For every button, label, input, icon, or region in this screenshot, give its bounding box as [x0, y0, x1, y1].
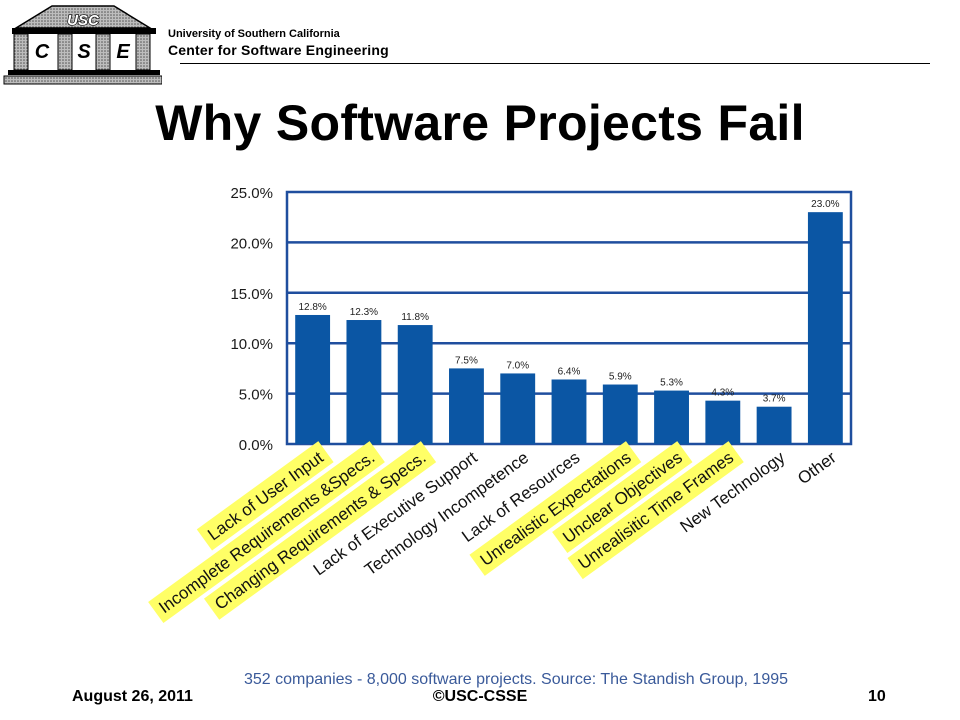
bar-value-label: 12.3% — [350, 307, 378, 318]
bar — [551, 379, 587, 444]
bar-value-label: 6.4% — [558, 366, 581, 377]
y-tick-label: 15.0% — [230, 286, 273, 303]
bar-value-label: 12.8% — [298, 302, 326, 313]
category-highlight — [567, 441, 744, 580]
bar — [449, 368, 484, 444]
bar-value-label: 5.3% — [660, 378, 683, 389]
logo-usc-text: USC — [67, 12, 100, 29]
y-tick-label: 10.0% — [230, 336, 273, 353]
bar-value-label: 23.0% — [811, 199, 839, 210]
header-divider — [180, 63, 930, 64]
bar — [756, 406, 792, 444]
bar-value-label: 11.8% — [401, 312, 429, 323]
y-tick-label: 25.0% — [230, 185, 273, 202]
university-name: University of Southern California — [168, 28, 340, 40]
y-tick-label: 5.0% — [239, 387, 273, 404]
category-label: Other — [794, 448, 840, 489]
slide-title: Why Software Projects Fail — [155, 95, 805, 151]
page-number: 10 — [868, 688, 886, 705]
y-axis-ticks: 0.0% 5.0% 10.0% 15.0% 20.0% 25.0% — [230, 185, 273, 454]
logo-letter-e: E — [116, 41, 130, 63]
bar — [346, 320, 382, 444]
bar-value-label: 4.3% — [711, 388, 734, 399]
bar-value-label: 7.0% — [506, 360, 529, 371]
category-text: Changing Requirements & Specs. — [211, 448, 429, 614]
category-highlight — [469, 441, 642, 576]
category-highlight — [552, 441, 693, 554]
footer-copyright: ©USC-CSSE — [432, 688, 528, 705]
bar — [295, 314, 331, 444]
bar-value-label: 5.9% — [609, 372, 632, 383]
usc-cse-logo: USC C S E — [3, 5, 162, 85]
category-label: Incomplete Requirements &Specs. — [148, 441, 385, 624]
y-tick-label: 20.0% — [230, 235, 273, 252]
bar — [705, 400, 741, 444]
category-text: Other — [794, 448, 840, 489]
category-highlight — [196, 441, 334, 551]
footer-date: August 26, 2011 — [72, 688, 193, 705]
category-text: Incomplete Requirements &Specs. — [155, 448, 378, 617]
chart-bars: 12.8% 12.3% 11.8% 7.5% 7.0% 6.4% 5.9% 5.3% 4.3% 3… — [295, 199, 843, 444]
bar — [500, 373, 536, 444]
y-tick-label: 0.0% — [239, 437, 273, 454]
bar-value-label: 7.5% — [455, 355, 478, 366]
bar — [807, 212, 843, 444]
bar — [654, 390, 689, 444]
logo-letter-s: S — [77, 41, 91, 63]
bar — [602, 384, 638, 444]
chart-source-note: 352 companies - 8,000 software projects.… — [244, 671, 788, 688]
logo-letter-c: C — [35, 41, 50, 63]
bar — [397, 325, 433, 444]
center-name: Center for Software Engineering — [168, 42, 389, 58]
category-highlight — [148, 441, 385, 624]
bar-value-label: 3.7% — [763, 394, 786, 405]
category-highlight — [203, 441, 437, 620]
